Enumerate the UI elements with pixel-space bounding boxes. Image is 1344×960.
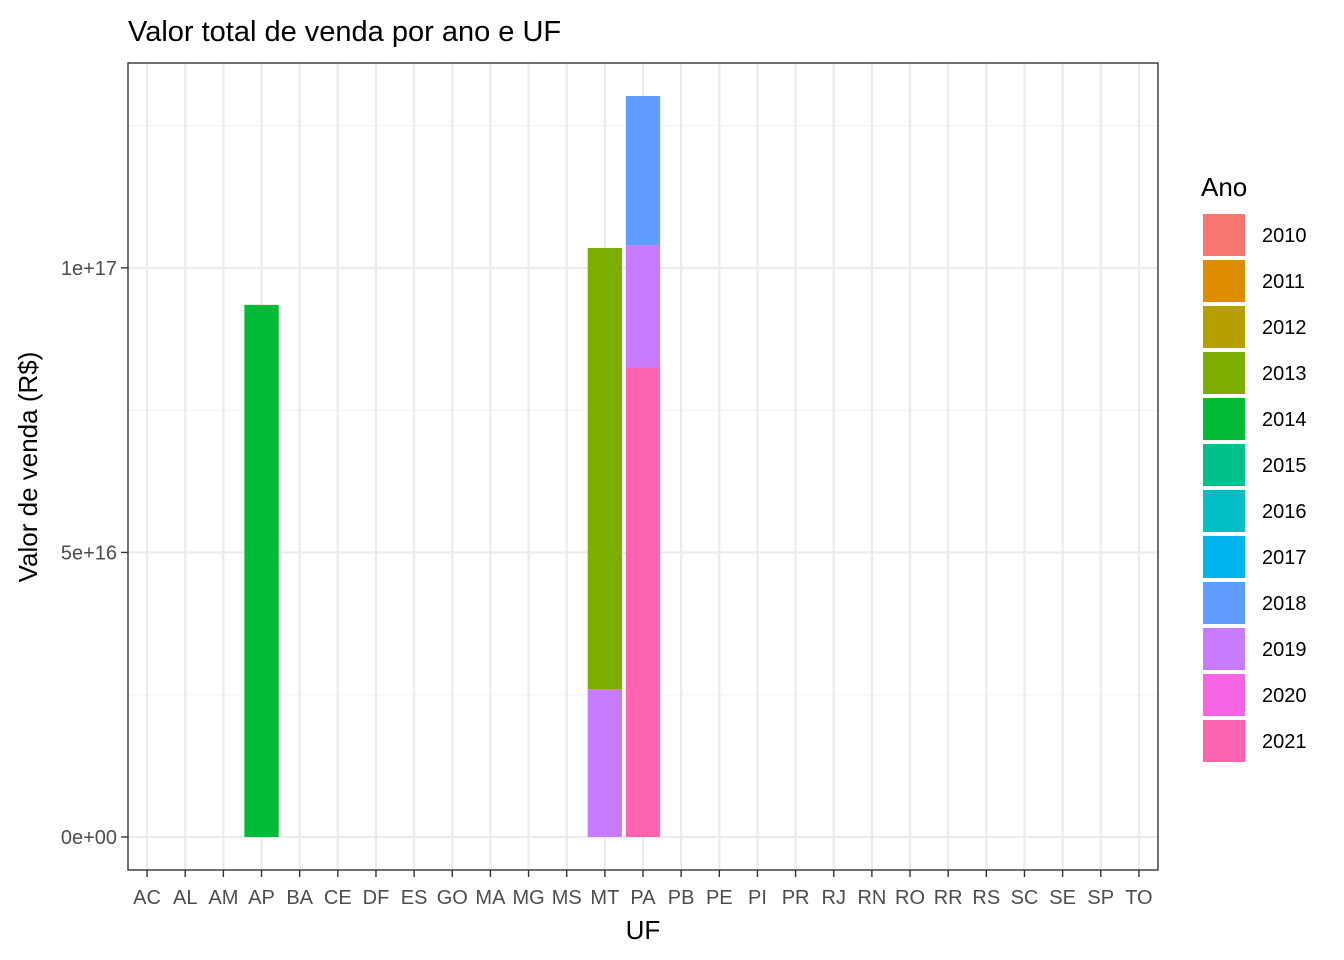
x-tick-label: GO [437, 887, 468, 909]
legend-key-2018 [1203, 582, 1245, 624]
legend-label: 2012 [1262, 317, 1307, 339]
x-tick-label: MT [590, 887, 619, 909]
legend-key-2011 [1203, 260, 1245, 302]
x-tick-label: RO [895, 887, 925, 909]
legend-key-2013 [1203, 352, 1245, 394]
y-tick-label: 1e+17 [61, 258, 117, 280]
x-tick-label: PI [748, 887, 767, 909]
x-tick-label: PE [706, 887, 733, 909]
bar-AP-2014 [244, 304, 279, 837]
x-tick-label: BA [286, 887, 313, 909]
x-tick-label: DF [363, 887, 390, 909]
x-tick-label: ES [401, 887, 428, 909]
x-tick-label: RR [934, 887, 963, 909]
x-tick-label: RN [857, 887, 886, 909]
legend-label: 2017 [1262, 547, 1307, 569]
y-axis: 0e+00 5e+16 1e+17 [61, 258, 128, 849]
legend-key-2017 [1203, 536, 1245, 578]
legend-key-2010 [1203, 214, 1245, 256]
x-tick-label: MS [552, 887, 582, 909]
legend: Ano 2010 2011 2012 2013 2014 2015 2016 2017 2018… [1201, 172, 1307, 762]
legend-key-2021 [1203, 720, 1245, 762]
y-tick-label: 0e+00 [61, 827, 117, 849]
legend-key-2015 [1203, 444, 1245, 486]
legend-key-2012 [1203, 306, 1245, 348]
x-tick-label: MG [512, 887, 544, 909]
bar-PA-2019 [625, 245, 661, 368]
y-tick-label: 5e+16 [61, 542, 117, 564]
x-tick-label: RS [972, 887, 1000, 909]
legend-label: 2016 [1262, 501, 1307, 523]
bars [244, 96, 661, 837]
x-tick-label: AP [248, 887, 275, 909]
chart-title: Valor total de venda por ano e UF [128, 16, 561, 48]
grid-lines [128, 63, 1158, 870]
x-tick-label: SP [1087, 887, 1114, 909]
bar-MT-2013 [587, 247, 623, 690]
x-tick-label: AL [173, 887, 197, 909]
bar-PA-2018 [625, 96, 661, 246]
x-axis: AC AL AM AP BA CE DF ES GO MA MG MS MT PA PB PE PI PR RJ RN… [133, 870, 1153, 909]
legend-label: 2020 [1262, 685, 1307, 707]
legend-label: 2011 [1262, 271, 1305, 293]
legend-label: 2018 [1262, 593, 1307, 615]
x-tick-label: SC [1011, 887, 1039, 909]
legend-key-2016 [1203, 490, 1245, 532]
legend-label: 2014 [1262, 409, 1307, 431]
x-tick-label: MA [475, 887, 506, 909]
legend-label: 2015 [1262, 455, 1307, 477]
x-tick-label: TO [1125, 887, 1152, 909]
x-axis-title: UF [626, 915, 661, 945]
x-tick-label: SE [1049, 887, 1076, 909]
bar-MT-2019 [587, 689, 623, 837]
x-tick-label: PA [630, 887, 656, 909]
legend-label: 2019 [1262, 639, 1307, 661]
x-tick-label: PB [668, 887, 695, 909]
legend-key-2020 [1203, 674, 1245, 716]
y-axis-title: Valor de venda (R$) [13, 352, 43, 583]
x-tick-label: AM [208, 887, 238, 909]
legend-key-2019 [1203, 628, 1245, 670]
legend-title: Ano [1201, 172, 1247, 202]
legend-label: 2010 [1262, 225, 1307, 247]
x-tick-label: AC [133, 887, 161, 909]
x-tick-label: CE [324, 887, 352, 909]
legend-key-2014 [1203, 398, 1245, 440]
legend-label: 2013 [1262, 363, 1307, 385]
x-tick-label: PR [782, 887, 810, 909]
x-tick-label: RJ [822, 887, 846, 909]
bar-PA-2021 [625, 367, 661, 837]
legend-label: 2021 [1262, 731, 1307, 753]
